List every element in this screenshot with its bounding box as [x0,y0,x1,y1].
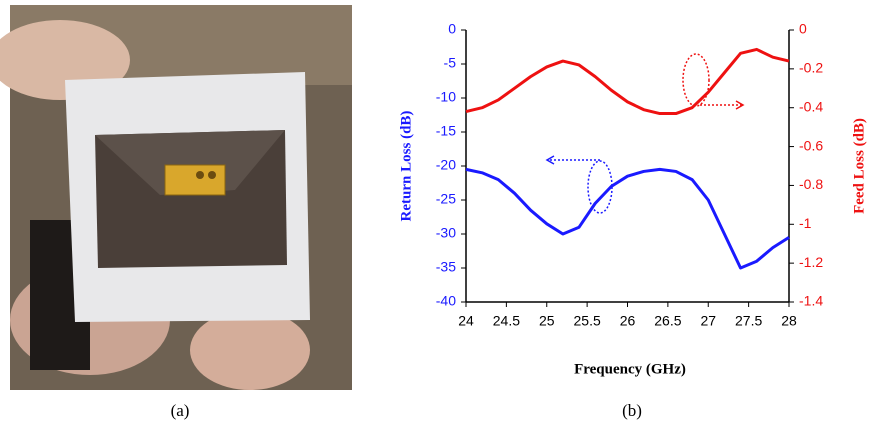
x-axis-label: Frequency (GHz) [574,361,686,377]
x-tick-label: 24.5 [493,313,520,329]
x-tick-label: 28 [781,313,797,329]
y2-tick-label: 0 [799,21,807,37]
chip-hole [208,171,216,179]
annotation-ellipse [683,54,709,106]
chart-caption: (b) [622,401,642,420]
chip [165,165,225,195]
y2-tick-label: -1 [799,215,812,231]
y-tick-label: -30 [436,225,456,241]
x-tick-label: 25 [539,313,555,329]
annotation-ellipse [588,161,612,213]
y2-tick-label: -1.4 [799,293,823,309]
x-tick-label: 24 [458,313,474,329]
y-tick-label: -5 [444,55,457,71]
y-tick-label: -40 [436,293,456,309]
y-axis-label: Return Loss (dB) [398,111,414,222]
y2-tick-label: -1.2 [799,254,823,270]
photo [0,5,352,390]
x-tick-label: 27.5 [735,313,762,329]
page: {"photo_caption": "(a)", "chart_data": {… [0,0,870,428]
annotations [547,54,743,213]
y2-tick-label: -0.2 [799,60,823,76]
chip-hole [196,171,204,179]
y-tick-label: -20 [436,157,456,173]
y-tick-label: -10 [436,89,456,105]
finger [190,310,310,390]
y-tick-label: -25 [436,191,456,207]
x-tick-label: 26 [620,313,636,329]
series-line [466,169,789,268]
y-tick-label: 0 [448,21,456,37]
x-tick-label: 26.5 [654,313,681,329]
y-tick-label: -35 [436,259,456,275]
y2-axis-label: Feed Loss (dB) [851,118,867,214]
x-tick-label: 25.5 [574,313,601,329]
y2-tick-label: -0.6 [799,137,823,153]
photo-caption: (a) [171,401,190,420]
y2-tick-label: -0.8 [799,176,823,192]
figure: (a) (b) Frequency (GHz) Return Loss (dB)… [0,0,870,428]
x-tick-label: 27 [700,313,716,329]
y-tick-label: -15 [436,123,456,139]
y2-tick-label: -0.4 [799,98,823,114]
